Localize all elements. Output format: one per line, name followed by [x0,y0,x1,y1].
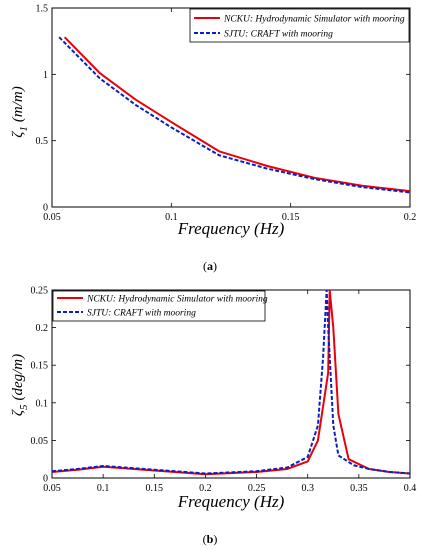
legend-label-ncku-b: NCKU: Hydrodynamic Simulator with moorin… [86,295,268,305]
y-axis-symbol-b: ζ [10,409,26,416]
y-tick-label: 0.15 [31,361,49,372]
x-tick-label: 0.4 [404,483,417,494]
x-tick-label: 0.05 [43,483,61,494]
caption-a: (a) [203,259,217,273]
x-tick-label: 0.15 [282,212,300,223]
x-tick-label: 0.2 [199,483,212,494]
series-line-sjtu [58,36,410,194]
x-tick-label: 0.1 [97,483,110,494]
caption-b: (b) [203,532,218,546]
legend-box-a [189,8,410,43]
y-axis-label-text-b: ζ5 (deg/m) [10,354,30,416]
y-axis-label-text-a: ζ1 (m/m) [10,86,30,137]
x-axis-label-a: Frequency (Hz) [177,219,285,238]
legend-a: NCKU: Hydrodynamic Simulator with moorin… [189,8,410,43]
series-lines-b [52,290,410,476]
y-tick-label: 0.5 [36,136,49,147]
y-tick-label: 0 [43,203,48,214]
x-tick-label: 0.2 [404,212,417,223]
x-tick-label: 0.25 [248,483,266,494]
y-axis-label-a: ζ1 (m/m) [10,86,30,137]
x-tick-label: 0.3 [301,483,314,494]
y-axis-unit-a: (m/m) [10,86,26,122]
x-tick-label: 0.15 [146,483,164,494]
y-tick-label: 0.05 [31,436,49,447]
legend-label-ncku-a: NCKU: Hydrodynamic Simulator with moorin… [223,15,405,25]
y-axis-subscript-b: 5 [18,404,30,410]
x-tick-label: 0.35 [350,483,368,494]
y-axis-label-b: ζ5 (deg/m) [10,354,30,416]
y-tick-label: 1 [43,70,48,81]
series-lines-a [58,36,410,194]
legend-box-b [52,290,266,322]
x-axis-label-b: Frequency (Hz) [177,492,285,511]
y-tick-label: 0.2 [36,323,49,334]
y-axis-unit-b: (deg/m) [10,354,26,401]
caption-letter-a: a [207,259,213,273]
legend-b: NCKU: Hydrodynamic Simulator with moorin… [52,290,268,322]
legend-label-sjtu-b: SJTU: CRAFT with mooring [87,309,196,319]
y-axis-subscript-a: 1 [18,126,30,132]
y-ticks-a: 0 0.5 1 1.5 [36,4,410,214]
series-line-sjtu [52,290,410,475]
y-tick-label: 0.25 [31,286,49,297]
x-tick-label: 0.1 [165,212,178,223]
chart-a: 0 0.5 1 1.5 0.05 0.1 0.15 0.2 NCKU: Hydrodynam… [10,4,416,274]
y-tick-label: 0.1 [36,398,49,409]
chart-b: 00.050.10.150.20.25 0.05 0.1 0.15 0.2 0.25 0.… [10,286,416,547]
y-ticks-b: 0 0.05 0.1 0.15 0.2 0.25 [31,286,410,485]
y-axis-symbol-a: ζ [10,131,26,138]
series-line-ncku [63,36,410,193]
caption-letter-b: b [207,532,214,546]
legend-label-sjtu-a: SJTU: CRAFT with mooring [224,30,333,40]
y-tick-label: 1.5 [36,4,49,15]
y-tick-label: 0 [43,474,48,485]
x-tick-label: 0.05 [43,212,61,223]
